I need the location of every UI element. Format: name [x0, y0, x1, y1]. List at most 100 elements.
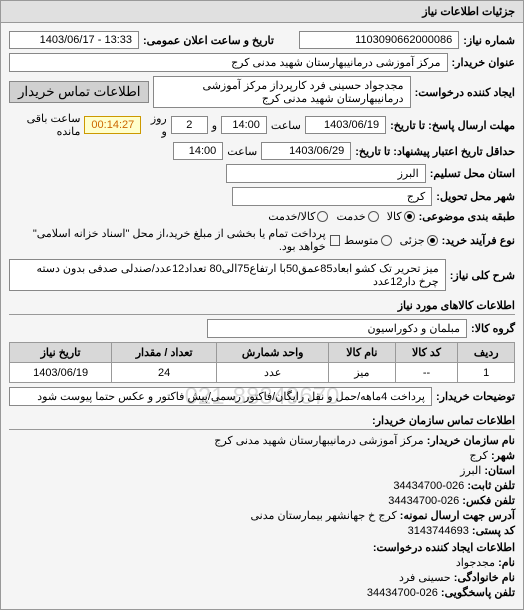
th-idx: ردیف [458, 343, 515, 363]
th-date: تاریخ نیاز [10, 343, 112, 363]
radio-goods-label: کالا [387, 210, 402, 223]
valid-until-date: 1403/06/29 [261, 142, 351, 160]
announce-datetime-value: 13:33 - 1403/06/17 [9, 31, 139, 49]
contact-province-label: استان: [484, 465, 515, 477]
province-row: استان محل تسلیم: البرز [9, 164, 515, 183]
submitter-row: ایجاد کننده درخواست: مجدجواد حسینی فرد ک… [9, 76, 515, 108]
creator-section-label: اطلاعات ایجاد کننده درخواست: [9, 541, 515, 554]
buyer-title-value: مرکز آموزشی درمانیبهارستان شهید مدنی کرج [9, 53, 448, 72]
org-name-value: مرکز آموزشی درمانیبهارستان شهید مدنی کرج [214, 435, 423, 447]
radio-goods-circle [404, 211, 415, 222]
goods-group-label: گروه کالا: [471, 322, 515, 335]
th-qty: تعداد / مقدار [112, 343, 217, 363]
desc-value: میز تحریر تک کشو ابعاد85عمق50با ارتفاع75… [9, 259, 446, 291]
purchase-type-label: نوع فرآیند خرید: [442, 234, 515, 247]
details-panel: جزئیات اطلاعات نیاز شماره نیاز: 11030906… [0, 0, 524, 610]
address-label: آدرس جهت ارسال نمونه: [400, 510, 515, 522]
time-label-2: ساعت [227, 145, 257, 158]
fax-label: تلفن فکس: [462, 495, 515, 507]
valid-until-time: 14:00 [173, 142, 223, 160]
city-value: کرج [232, 187, 432, 206]
buyer-title-row: عنوان خریدار: مرکز آموزشی درمانیبهارستان… [9, 53, 515, 72]
buyer-notes-row: توضیحات خریدار: پرداخت 4ماهه/حمل و نقل ر… [9, 387, 515, 406]
contact-city-line: شهر: کرج [9, 449, 515, 462]
contact-province-value: البرز [460, 465, 481, 477]
deadline-label: مهلت ارسال پاسخ: تا تاریخ: [390, 119, 515, 132]
deadline-time: 14:00 [221, 116, 267, 134]
table-row: 1 -- میز عدد 24 1403/06/19 [10, 363, 515, 383]
need-number-row: شماره نیاز: 1103090662000086 تاریخ و ساع… [9, 31, 515, 49]
purchase-note: پرداخت تمام یا بخشی از مبلغ خرید،از محل … [9, 227, 326, 253]
deadline-row: مهلت ارسال پاسخ: تا تاریخ: 1403/06/19 سا… [9, 112, 515, 138]
days-remaining: 2 [171, 116, 208, 134]
radio-service[interactable]: خدمت [336, 210, 378, 223]
category-row: طبقه بندی موضوعی: کالا خدمت کالا/خدمت [9, 210, 515, 223]
phone-line: تلفن ثابت: 026-34434700 [9, 479, 515, 492]
postcode-value: 3143744693 [408, 525, 469, 537]
radio-partial[interactable]: جزئی [400, 234, 438, 247]
panel-title: جزئیات اطلاعات نیاز [1, 1, 523, 23]
radio-service-circle [368, 211, 379, 222]
goods-group-value: مبلمان و دکوراسیون [207, 319, 467, 338]
city-row: شهر محل تحویل: کرج [9, 187, 515, 206]
radio-medium-label: متوسط [344, 234, 379, 247]
buyer-notes-value: پرداخت 4ماهه/حمل و نقل رایگان/فاکتور رسم… [9, 387, 432, 406]
fname-line: نام: مجدجواد [9, 556, 515, 569]
contact-section-title: اطلاعات تماس سازمان خریدار: [9, 414, 515, 430]
city-label: شهر محل تحویل: [436, 190, 515, 203]
days-suffix: روز و [145, 112, 167, 138]
td-unit: عدد [217, 363, 329, 383]
radio-gs-label: کالا/خدمت [268, 210, 315, 223]
province-label: استان محل تسلیم: [430, 167, 515, 180]
radio-service-label: خدمت [336, 210, 365, 223]
desc-label: شرح کلی نیاز: [450, 269, 515, 282]
radio-medium-circle [381, 235, 392, 246]
phone-label: تلفن ثابت: [467, 480, 515, 492]
purchase-radio-group: جزئی متوسط [344, 234, 438, 247]
resp-phone-value: 026-34434700 [367, 587, 438, 599]
fname-label: نام: [498, 557, 515, 569]
need-number-value: 1103090662000086 [299, 31, 459, 49]
org-name-label: نام سازمان خریدار: [427, 435, 515, 447]
deadline-date: 1403/06/19 [305, 116, 386, 134]
lname-line: نام خانوادگی: حسینی فرد [9, 571, 515, 584]
contact-button[interactable]: اطلاعات تماس خریدار [9, 81, 149, 103]
fname-value: مجدجواد [456, 557, 495, 569]
org-name-line: نام سازمان خریدار: مرکز آموزشی درمانیبها… [9, 434, 515, 447]
resp-phone-line: تلفن پاسخگویی: 026-34434700 [9, 586, 515, 599]
th-code: کد کالا [395, 343, 458, 363]
submitter-value: مجدجواد حسینی فرد کارپرداز مرکز آموزشی د… [153, 76, 410, 108]
fax-line: تلفن فکس: 026-34434700 [9, 494, 515, 507]
radio-goods[interactable]: کالا [387, 210, 415, 223]
buyer-notes-label: توضیحات خریدار: [436, 390, 515, 403]
postcode-label: کد پستی: [472, 525, 515, 537]
submitter-label: ایجاد کننده درخواست: [415, 86, 515, 99]
radio-medium[interactable]: متوسط [344, 234, 392, 247]
contact-city-label: شهر: [491, 450, 515, 462]
address-value: کرج خ جهانشهر بیمارستان مدنی [251, 510, 397, 522]
phone-value: 026-34434700 [393, 480, 464, 492]
countdown-timer: 00:14:27 [84, 116, 141, 134]
valid-until-row: حداقل تاریخ اعتبار پیشنهاد: تا تاریخ: 14… [9, 142, 515, 160]
time-label-1: ساعت [271, 119, 301, 132]
radio-partial-label: جزئی [400, 234, 425, 247]
postcode-line: کد پستی: 3143744693 [9, 524, 515, 537]
td-code: -- [395, 363, 458, 383]
fax-value: 026-34434700 [388, 495, 459, 507]
radio-partial-circle [427, 235, 438, 246]
desc-row: شرح کلی نیاز: میز تحریر تک کشو ابعاد85عم… [9, 259, 515, 291]
need-number-label: شماره نیاز: [463, 34, 515, 47]
buyer-title-label: عنوان خریدار: [452, 56, 516, 69]
address-line: آدرس جهت ارسال نمونه: کرج خ جهانشهر بیما… [9, 509, 515, 522]
th-unit: واحد شمارش [217, 343, 329, 363]
lname-label: نام خانوادگی: [454, 572, 515, 584]
purchase-type-row: نوع فرآیند خرید: جزئی متوسط پرداخت تمام … [9, 227, 515, 253]
treasury-checkbox[interactable] [330, 235, 340, 246]
announce-datetime-label: تاریخ و ساعت اعلان عمومی: [143, 34, 274, 47]
radio-gs-circle [317, 211, 328, 222]
table-header-row: ردیف کد کالا نام کالا واحد شمارش تعداد /… [10, 343, 515, 363]
days-and: و [212, 119, 217, 132]
goods-group-row: گروه کالا: مبلمان و دکوراسیون [9, 319, 515, 338]
contact-province-line: استان: البرز [9, 464, 515, 477]
radio-goods-service[interactable]: کالا/خدمت [268, 210, 328, 223]
